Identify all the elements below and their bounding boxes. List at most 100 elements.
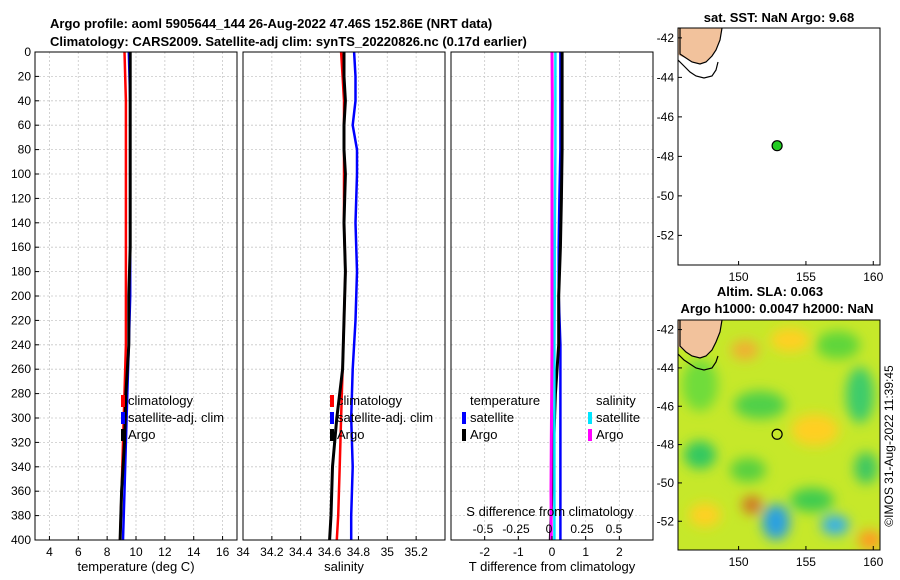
legend-label-climatology: climatology [128,393,194,408]
map-y-tick-label: -42 [657,31,675,45]
legend-label-satellite: satellite-adj. clim [337,410,433,425]
y-tick-label: 40 [18,94,32,108]
y-tick-label: 400 [11,533,31,547]
salinity-panel: 34 34.2 34.4 34.6 34.8 35 35.2 salinity climat… [236,51,446,574]
temperature-xlabel: temperature (deg C) [77,559,194,574]
legend-swatch-t-argo [462,429,466,441]
difference-x-ticks: -2 -1 0 1 2 [479,536,623,559]
legend-swatch-satellite [330,412,334,424]
map-y-tick-label: -44 [657,361,675,375]
legend-label-climatology: climatology [337,393,403,408]
x-tick-label: -2 [479,545,490,559]
series-line-satellite-adj-clim [349,52,359,540]
map-x-tick-label: 150 [729,555,749,569]
legend-label-s-argo: Argo [596,427,623,442]
map-x-tick-label: 155 [796,270,816,284]
sst-map-points [771,140,783,152]
series-line-s-argo [549,52,554,540]
sla-map-axes-box [677,319,881,551]
sla-map-panel: Altim. SLA: 0.063 Argo h1000: 0.0047 h20… [657,284,884,569]
s-tick-label: 0 [546,522,553,536]
map-y-tick-label: -42 [657,323,675,337]
salinity-legend: climatology satellite-adj. clim Argo [330,393,433,442]
temperature-x-ticks: 4 6 8 10 12 14 16 [46,536,230,559]
sla-map-points [771,428,783,440]
x-tick-label: 34.8 [347,545,371,559]
imos-credit: ©IMOS 31-Aug-2022 11:39:45 [882,365,896,527]
series-line-argo [118,52,132,540]
s-tick-label: -0.25 [502,522,530,536]
salinity-axes-box [242,51,446,541]
x-tick-label: 0 [549,545,556,559]
legend-swatch-s-argo [588,429,592,441]
y-tick-label: 280 [11,387,31,401]
y-tick-label: 320 [11,435,31,449]
y-tick-label: 200 [11,289,31,303]
sla-map-x-ticks: 150 155 160 [729,546,884,569]
y-tick-label: 360 [11,484,31,498]
sla-map-title-2: Argo h1000: 0.0047 h2000: NaN [681,301,874,316]
title-line-1: Argo profile: aoml 5905644_144 26-Aug-20… [50,16,492,31]
map-y-tick-label: -48 [657,438,675,452]
sst-map-y-ticks: -42 -44 -46 -48 -50 -52 [657,31,682,242]
salinity-x-ticks: 34 34.2 34.4 34.6 34.8 35 35.2 [236,536,428,559]
x-tick-label: 2 [616,545,623,559]
legend-title-salinity: salinity [596,393,636,408]
temperature-lines [118,52,132,540]
y-tick-label: 340 [11,460,31,474]
legend-title-temperature: temperature [470,393,540,408]
y-tick-label: 180 [11,265,31,279]
x-tick-label: 16 [216,545,230,559]
y-tick-label: 60 [18,118,32,132]
argo-location-marker [771,428,783,440]
legend-label-argo: Argo [337,427,364,442]
y-tick-label: 300 [11,411,31,425]
x-tick-label: 14 [187,545,201,559]
map-x-tick-label: 150 [729,270,749,284]
s-difference-ticks: -0.5 -0.25 0 0.25 0.5 [473,522,623,536]
sst-map-x-ticks: 150 155 160 [729,261,884,284]
x-tick-label: 35 [381,545,395,559]
map-y-tick-label: -48 [657,149,675,163]
legend-swatch-climatology [330,395,334,407]
y-tick-label: 0 [24,45,31,59]
sla-map-y-ticks: -42 -44 -46 -48 -50 -52 [657,323,682,528]
map-y-tick-label: -50 [657,476,675,490]
x-tick-label: 8 [104,545,111,559]
sst-map-panel: sat. SST: NaN Argo: 9.68 150 155 160 -42-4… [657,10,884,284]
temperature-legend: climatology satellite-adj. clim Argo [121,393,224,442]
legend-swatch-climatology [121,395,125,407]
series-line-s-satellite [553,52,557,540]
x-tick-label: 4 [46,545,53,559]
legend-swatch-t-satellite [462,412,466,424]
difference-panel: -2 -1 0 1 2 T difference from climatology S … [450,51,654,574]
y-tick-label: 380 [11,509,31,523]
difference-xlabel: T difference from climatology [469,559,636,574]
s-difference-axis-label: S difference from climatology [466,504,634,519]
sla-heatmap-field [678,320,880,550]
x-tick-label: 34.4 [289,545,313,559]
map-y-tick-label: -50 [657,189,675,203]
sst-map-land [678,28,723,79]
difference-lines [548,52,564,540]
x-tick-label: 34.2 [260,545,284,559]
x-tick-label: 34.6 [318,545,342,559]
legend-swatch-s-satellite [588,412,592,424]
legend-label-s-satellite: satellite [596,410,640,425]
series-line-t-argo [548,52,564,540]
y-tick-label: 140 [11,216,31,230]
temperature-grid [35,51,237,541]
x-tick-label: 1 [582,545,589,559]
sst-map-axes-box [677,27,881,266]
s-tick-label: 0.5 [606,522,623,536]
legend-label-satellite: satellite-adj. clim [128,410,224,425]
legend-swatch-argo [330,429,334,441]
y-tick-label: 120 [11,191,31,205]
y-tick-label: 260 [11,362,31,376]
map-y-tick-label: -52 [657,514,675,528]
y-tick-label: 20 [18,69,32,83]
difference-legend: temperature satellite Argo salinity sate… [462,393,640,442]
s-tick-label: -0.5 [473,522,494,536]
legend-swatch-satellite [121,412,125,424]
x-tick-label: 34 [236,545,250,559]
